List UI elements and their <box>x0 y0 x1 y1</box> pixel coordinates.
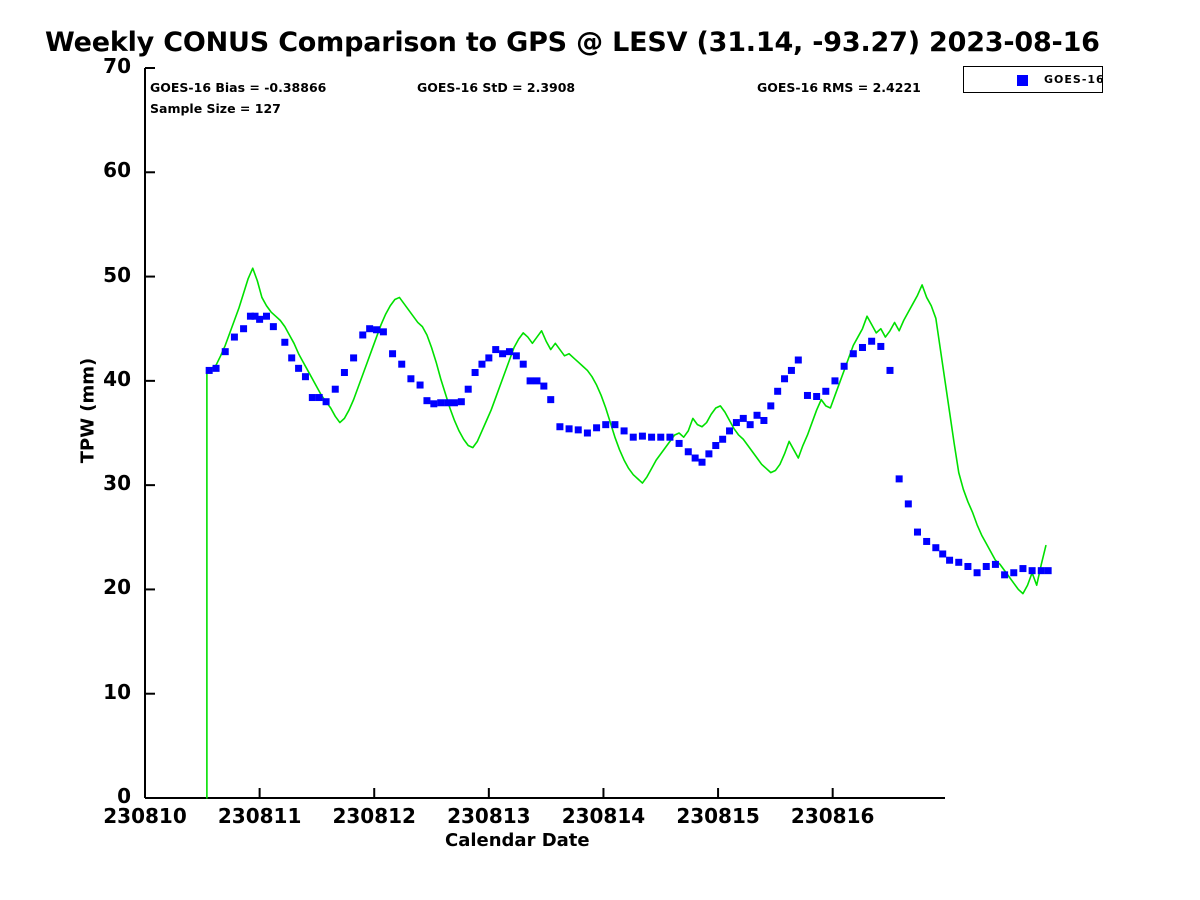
x-tick-label: 230812 <box>332 804 416 828</box>
y-tick-label: 20 <box>103 575 131 600</box>
y-tick-label: 50 <box>103 262 131 287</box>
y-tick-label: 40 <box>103 366 131 391</box>
y-tick-label: 30 <box>103 471 131 496</box>
annotation-sample-size: Sample Size = 127 <box>150 101 281 116</box>
x-tick-label: 230810 <box>103 804 187 828</box>
y-tick-label: 70 <box>103 54 131 78</box>
x-tick-label: 230814 <box>561 804 646 828</box>
x-tick-label: 230811 <box>217 804 302 828</box>
x-tick-label: 230815 <box>676 804 760 828</box>
x-tick-label: 230816 <box>790 804 875 828</box>
x-tick-label: 230813 <box>447 804 531 828</box>
legend-marker-goes16 <box>1017 75 1028 86</box>
data-series <box>205 267 1052 799</box>
x-axis-label: Calendar Date <box>445 830 590 851</box>
annotation-bias: GOES-16 Bias = -0.38866 <box>150 80 327 95</box>
annotation-rms: GOES-16 RMS = 2.4221 <box>757 80 921 95</box>
y-tick-label: 10 <box>103 679 131 704</box>
axes <box>144 67 945 799</box>
y-tick-label: 60 <box>103 158 131 183</box>
annotation-std: GOES-16 StD = 2.3908 <box>417 80 576 95</box>
legend-label-goes16: GOES-16 <box>1044 73 1105 86</box>
y-tick-label: 0 <box>117 784 131 808</box>
page-title: Weekly CONUS Comparison to GPS @ LESV (3… <box>45 27 1100 58</box>
legend: GOES-16 <box>963 66 1105 93</box>
